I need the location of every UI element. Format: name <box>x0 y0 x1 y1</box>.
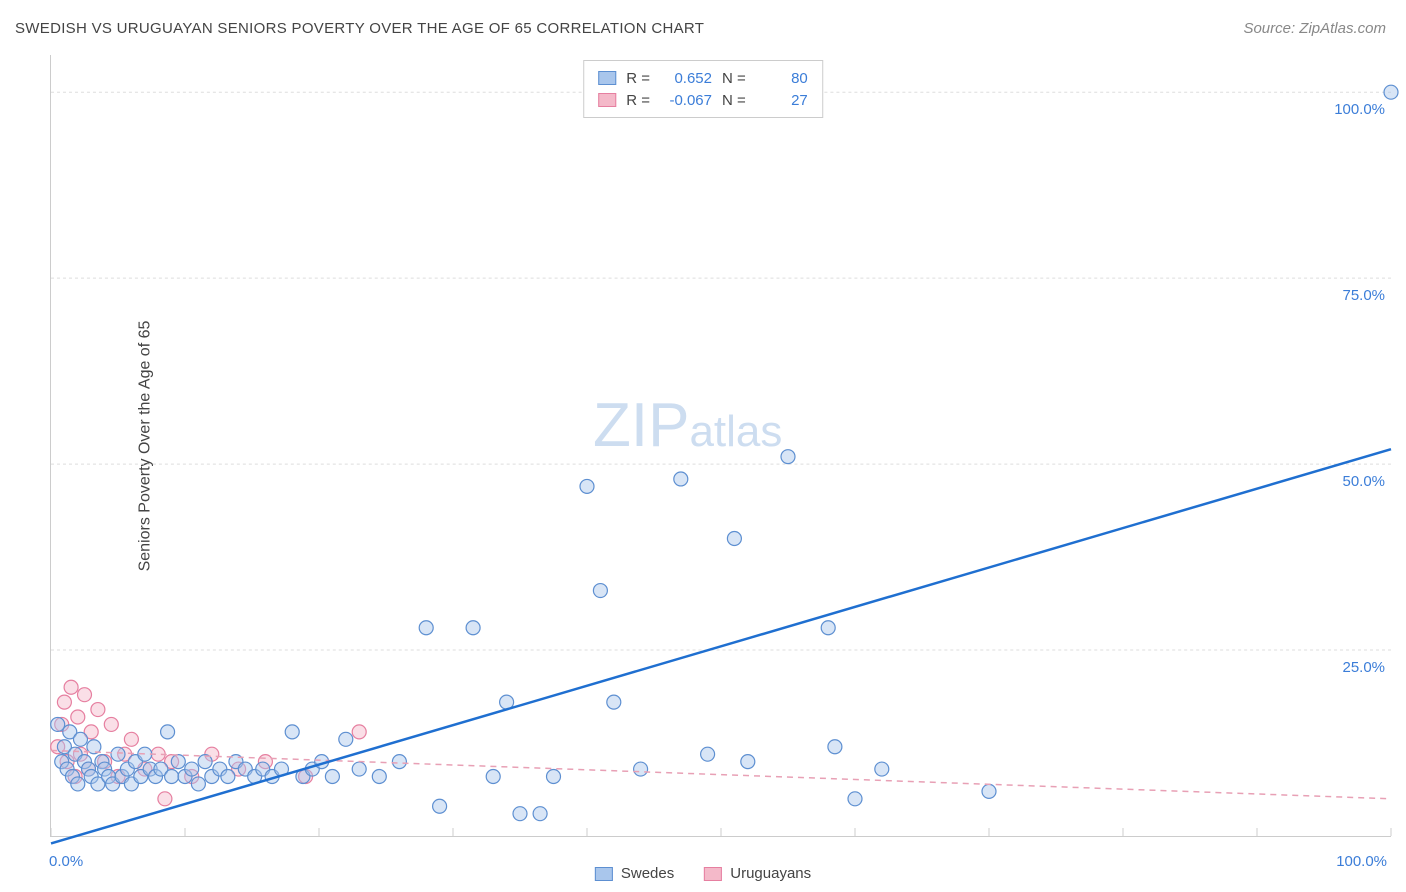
stat-n-uruguayans: 27 <box>756 92 808 109</box>
svg-text:0.0%: 0.0% <box>49 853 83 870</box>
swatch-uruguayans-icon <box>704 867 722 881</box>
svg-text:100.0%: 100.0% <box>1336 853 1387 870</box>
legend-item-swedes: Swedes <box>595 865 674 882</box>
swatch-uruguayans <box>598 93 616 107</box>
stat-n-swedes: 80 <box>756 70 808 87</box>
svg-text:75.0%: 75.0% <box>1343 287 1385 304</box>
legend-label-uruguayans: Uruguayans <box>730 865 811 882</box>
chart-plot-area: 25.0%50.0%75.0%100.0%0.0%100.0% <box>50 55 1391 837</box>
stat-r-swedes: 0.652 <box>660 70 712 87</box>
swatch-swedes-icon <box>595 867 613 881</box>
stat-r-label: R = <box>626 70 650 87</box>
stat-r-label: R = <box>626 92 650 109</box>
source-attribution: Source: ZipAtlas.com <box>1243 20 1386 37</box>
correlation-stat-legend: R = 0.652 N = 80 R = -0.067 N = 27 <box>583 60 823 118</box>
stat-row-swedes: R = 0.652 N = 80 <box>598 67 808 89</box>
series-legend: Swedes Uruguayans <box>595 865 811 882</box>
stat-r-uruguayans: -0.067 <box>660 92 712 109</box>
stat-n-label: N = <box>722 70 746 87</box>
legend-item-uruguayans: Uruguayans <box>704 865 811 882</box>
stat-n-label: N = <box>722 92 746 109</box>
chart-svg: 25.0%50.0%75.0%100.0%0.0%100.0% <box>51 55 1391 836</box>
legend-label-swedes: Swedes <box>621 865 674 882</box>
svg-text:100.0%: 100.0% <box>1334 101 1385 118</box>
stat-row-uruguayans: R = -0.067 N = 27 <box>598 89 808 111</box>
svg-text:50.0%: 50.0% <box>1343 473 1385 490</box>
chart-title: SWEDISH VS URUGUAYAN SENIORS POVERTY OVE… <box>15 20 704 37</box>
swatch-swedes <box>598 71 616 85</box>
svg-text:25.0%: 25.0% <box>1343 659 1385 676</box>
